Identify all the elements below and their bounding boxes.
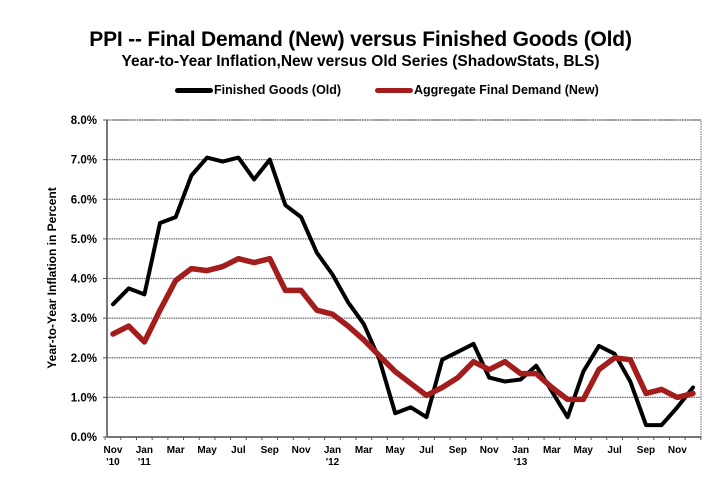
y-tick-label: 3.0% [71, 313, 97, 325]
x-tick-label: Jan [324, 445, 341, 456]
x-tick-label: Jul [231, 445, 246, 456]
chart-subtitle: Year-to-Year Inflation,New versus Old Se… [121, 53, 600, 70]
chart-title: PPI -- Final Demand (New) versus Finishe… [89, 28, 632, 51]
y-tick-label: 1.0% [71, 392, 97, 404]
y-tick-label: 4.0% [71, 274, 97, 286]
y-tick-label: 2.0% [71, 353, 97, 365]
y-axis-title: Year-to-Year Inflation in Percent [45, 187, 59, 368]
gridlines [106, 119, 702, 438]
x-tick-label: Sep [637, 445, 655, 456]
legend-label-finished-goods: Finished Goods (Old) [214, 83, 342, 97]
y-tick-label: 5.0% [71, 234, 97, 246]
chart-legend: Finished Goods (Old) Aggregate Final Dem… [0, 80, 721, 100]
x-tick-label: Jan [512, 445, 529, 456]
y-tick-label: 7.0% [71, 155, 97, 167]
x-tick-label-year: '10 [106, 457, 120, 468]
x-tick-label-year: '12 [326, 457, 340, 468]
legend-item-final-demand: Aggregate Final Demand (New) [375, 80, 599, 100]
series-line-final-demand [110, 255, 696, 403]
series-lines [110, 155, 696, 428]
x-tick-label: Mar [355, 445, 373, 456]
x-tick-label: Nov [480, 445, 499, 456]
x-tick-label-year: '13 [514, 457, 528, 468]
x-tick-label: Jul [419, 445, 434, 456]
x-tick-label: Sep [261, 445, 279, 456]
x-tick-label: May [197, 445, 217, 456]
x-tick-label: Nov [292, 445, 311, 456]
y-tick-label: 6.0% [71, 194, 97, 206]
x-tick-label: May [385, 445, 405, 456]
series-line-finished-goods [111, 155, 695, 428]
x-tick-label: Jul [607, 445, 622, 456]
x-tick-label: Jan [136, 445, 153, 456]
x-tick-label-year: '11 [138, 457, 151, 468]
x-tick-label: Nov [104, 445, 123, 456]
legend-swatch-final-demand [375, 87, 413, 93]
legend-swatch-finished-goods [175, 87, 213, 93]
y-tick-label: 0.0% [71, 432, 97, 444]
x-tick-label: Sep [449, 445, 467, 456]
x-tick-label: May [574, 445, 594, 456]
x-tick-label: Mar [167, 445, 185, 456]
y-axis-ticks: 0.0% 1.0% 2.0% 3.0% 4.0% 5.0% 6.0% 7.0% 8.0% [71, 115, 108, 444]
x-tick-label: Mar [543, 445, 561, 456]
x-tick-label: Nov [668, 445, 687, 456]
legend-item-finished-goods: Finished Goods (Old) [175, 80, 341, 100]
legend-label-final-demand: Aggregate Final Demand (New) [414, 83, 599, 97]
y-tick-label: 8.0% [71, 115, 97, 127]
